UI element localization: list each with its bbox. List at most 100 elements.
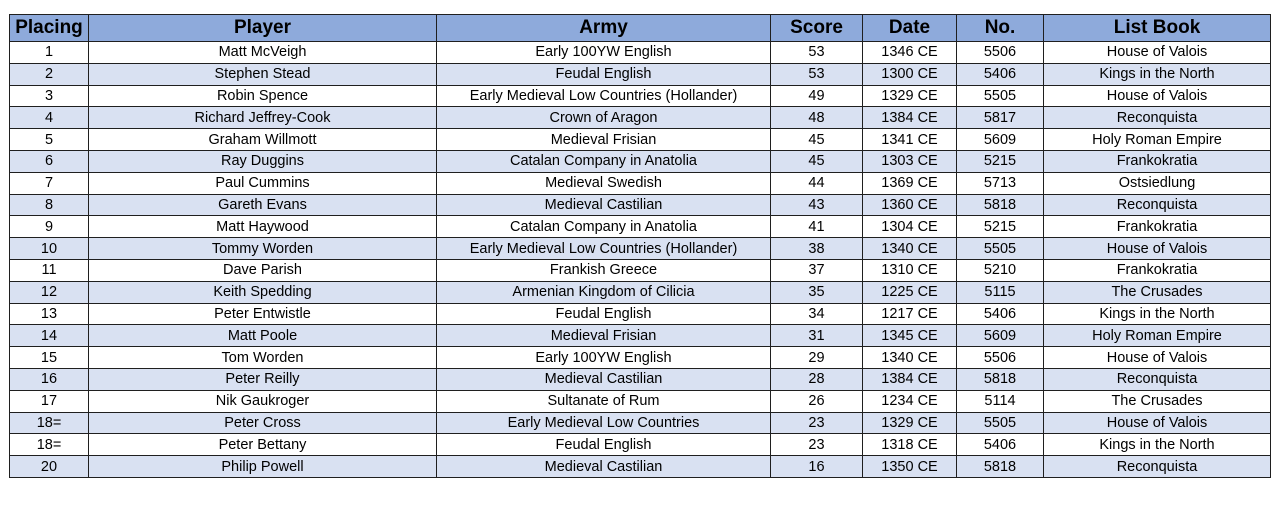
table-cell: Feudal English	[436, 433, 771, 457]
table-cell: 5114	[956, 389, 1044, 413]
table-cell: 16	[9, 367, 89, 391]
table-cell: Medieval Frisian	[436, 128, 771, 151]
table-cell: 1360 CE	[862, 193, 957, 217]
table-cell: Frankokratia	[1043, 149, 1271, 173]
table-cell: 23	[770, 433, 863, 457]
table-cell: 23	[770, 411, 863, 435]
table-row: 1 Matt McVeigh Early 100YW English 53 1346 C…	[9, 41, 1271, 64]
table-cell: Kings in the North	[1043, 302, 1271, 326]
table-cell: 5210	[956, 258, 1044, 282]
table-cell: 17	[9, 389, 89, 413]
table-cell: 8	[9, 193, 89, 217]
table-cell: 10	[9, 237, 89, 260]
table-cell: 1341 CE	[862, 128, 957, 151]
table-cell: 5505	[956, 237, 1044, 260]
table-cell: Frankish Greece	[436, 258, 771, 282]
table-cell: 29	[770, 346, 863, 369]
table-cell: 34	[770, 302, 863, 326]
column-header: Score	[770, 14, 863, 42]
column-header: Player	[88, 14, 437, 42]
header-row: Placing Player Army Score Date No. List Book	[9, 14, 1271, 42]
table-cell: 45	[770, 149, 863, 173]
table-row: 20 Philip Powell Medieval Castilian 16 1350 …	[9, 455, 1271, 478]
table-row: 4 Richard Jeffrey-Cook Crown of Aragon 48 13…	[9, 106, 1271, 130]
table-cell: Frankokratia	[1043, 258, 1271, 282]
table-cell: Peter Cross	[88, 411, 437, 435]
table-cell: Medieval Swedish	[436, 171, 771, 195]
results-table: Placing Player Army Score Date No. List Book 1…	[9, 14, 1271, 478]
table-cell: 5215	[956, 215, 1044, 239]
table-cell: 1329 CE	[862, 84, 957, 108]
table-cell: Ostsiedlung	[1043, 171, 1271, 195]
column-header: Army	[436, 14, 771, 42]
table-cell: Holy Roman Empire	[1043, 324, 1271, 348]
table-cell: 26	[770, 389, 863, 413]
table-cell: 45	[770, 128, 863, 151]
table-cell: 1310 CE	[862, 258, 957, 282]
table-cell: 2	[9, 62, 89, 86]
table-cell: 49	[770, 84, 863, 108]
table-cell: Armenian Kingdom of Cilicia	[436, 280, 771, 304]
table-row: 14 Matt Poole Medieval Frisian 31 1345 CE 560…	[9, 324, 1271, 348]
table-cell: 43	[770, 193, 863, 217]
table-cell: 5713	[956, 171, 1044, 195]
column-header: Placing	[9, 14, 89, 42]
table-row: 8 Gareth Evans Medieval Castilian 43 1360 CE…	[9, 193, 1271, 217]
table-cell: 37	[770, 258, 863, 282]
table-cell: 53	[770, 41, 863, 64]
table-cell: 53	[770, 62, 863, 86]
table-cell: Peter Bettany	[88, 433, 437, 457]
table-cell: 1	[9, 41, 89, 64]
table-cell: 5	[9, 128, 89, 151]
table-cell: Matt Haywood	[88, 215, 437, 239]
table-cell: Medieval Castilian	[436, 193, 771, 217]
table-cell: 9	[9, 215, 89, 239]
table-cell: 3	[9, 84, 89, 108]
table-cell: 5505	[956, 411, 1044, 435]
table-cell: 31	[770, 324, 863, 348]
table-cell: The Crusades	[1043, 389, 1271, 413]
table-cell: 5506	[956, 41, 1044, 64]
table-cell: Matt McVeigh	[88, 41, 437, 64]
table-cell: Tommy Worden	[88, 237, 437, 260]
table-cell: Catalan Company in Anatolia	[436, 215, 771, 239]
table-row: 2 Stephen Stead Feudal English 53 1300 CE 540…	[9, 62, 1271, 86]
table-cell: 1303 CE	[862, 149, 957, 173]
column-header: List Book	[1043, 14, 1271, 42]
table-row: 10 Tommy Worden Early Medieval Low Countri…	[9, 237, 1271, 260]
table-row: 3 Robin Spence Early Medieval Low Countrie…	[9, 84, 1271, 108]
table-cell: 7	[9, 171, 89, 195]
table-cell: Stephen Stead	[88, 62, 437, 86]
table-cell: 5406	[956, 62, 1044, 86]
table-row: 18= Peter Cross Early Medieval Low Countri…	[9, 411, 1271, 435]
table-cell: Dave Parish	[88, 258, 437, 282]
table-cell: Robin Spence	[88, 84, 437, 108]
table-cell: 1217 CE	[862, 302, 957, 326]
table-cell: Sultanate of Rum	[436, 389, 771, 413]
table-cell: Reconquista	[1043, 193, 1271, 217]
table-cell: Early Medieval Low Countries	[436, 411, 771, 435]
table-cell: 5115	[956, 280, 1044, 304]
table-cell: 18=	[9, 433, 89, 457]
table-cell: Peter Reilly	[88, 367, 437, 391]
table-row: 13 Peter Entwistle Feudal English 34 1217 CE…	[9, 302, 1271, 326]
table-cell: Early 100YW English	[436, 41, 771, 64]
table-cell: House of Valois	[1043, 41, 1271, 64]
table-cell: Reconquista	[1043, 455, 1271, 478]
table-cell: 5818	[956, 193, 1044, 217]
table-cell: 1329 CE	[862, 411, 957, 435]
table-cell: 16	[770, 455, 863, 478]
table-cell: Kings in the North	[1043, 62, 1271, 86]
table-cell: 1384 CE	[862, 106, 957, 130]
table-cell: 1225 CE	[862, 280, 957, 304]
table-row: 11 Dave Parish Frankish Greece 37 1310 CE 521…	[9, 258, 1271, 282]
table-cell: 5506	[956, 346, 1044, 369]
table-cell: Catalan Company in Anatolia	[436, 149, 771, 173]
table-row: 16 Peter Reilly Medieval Castilian 28 1384 C…	[9, 367, 1271, 391]
table-cell: Kings in the North	[1043, 433, 1271, 457]
table-cell: House of Valois	[1043, 84, 1271, 108]
table-cell: 1340 CE	[862, 237, 957, 260]
table-cell: 1369 CE	[862, 171, 957, 195]
table-cell: 1318 CE	[862, 433, 957, 457]
table-cell: 1350 CE	[862, 455, 957, 478]
